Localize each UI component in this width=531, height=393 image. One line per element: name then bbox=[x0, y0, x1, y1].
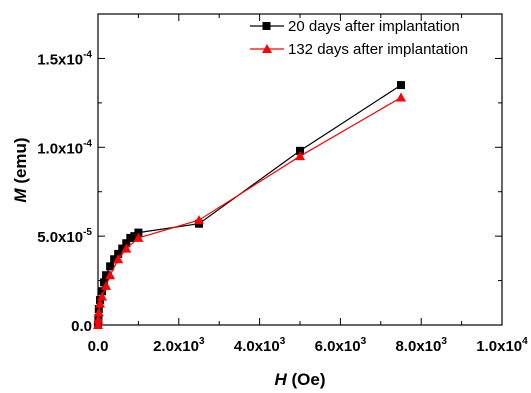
y-tick-label: 0.0 bbox=[71, 318, 92, 335]
data-point-square bbox=[296, 146, 304, 155]
data-point-triangle bbox=[93, 307, 104, 317]
data-point-square bbox=[134, 228, 143, 237]
data-point-triangle bbox=[105, 270, 116, 280]
x-tick-label: 0.0 bbox=[88, 338, 109, 355]
plot-frame bbox=[97, 13, 503, 326]
data-point-triangle bbox=[194, 215, 204, 225]
x-tick-label: 1.0x104 bbox=[476, 336, 528, 355]
legend: 20 days after implantation 132 days afte… bbox=[250, 18, 468, 58]
y-tick-labels: 0.0 5.0x10-5 1.0x10-4 1.5x10-4 bbox=[37, 49, 92, 335]
data-point-square bbox=[102, 271, 111, 280]
series-1 bbox=[94, 81, 405, 329]
data-point-square bbox=[106, 262, 115, 271]
x-tick-label: 2.0x103 bbox=[153, 336, 205, 355]
legend-marker-triangle bbox=[262, 44, 272, 53]
x-tick-labels: 0.0 2.0x103 4.0x103 6.0x103 8.0x103 1.0x104 bbox=[88, 336, 529, 355]
data-point-square bbox=[118, 244, 127, 253]
data-point-square bbox=[122, 239, 131, 248]
series-line bbox=[97, 96, 402, 326]
data-point-square bbox=[100, 278, 109, 287]
data-point-triangle bbox=[121, 243, 132, 253]
x-axis-title: H (Oe) bbox=[274, 370, 325, 389]
data-point-triangle bbox=[97, 291, 108, 301]
axis-ticks bbox=[97, 13, 503, 326]
data-point-square bbox=[98, 287, 107, 296]
data-point-triangle bbox=[396, 92, 406, 102]
x-tick-label: 8.0x103 bbox=[395, 336, 447, 355]
data-point-square bbox=[110, 255, 119, 264]
legend-label-series-1: 20 days after implantation bbox=[288, 18, 460, 35]
y-axis-title: M (emu) bbox=[11, 137, 30, 202]
data-series bbox=[93, 81, 406, 329]
data-point-triangle bbox=[133, 232, 144, 242]
y-tick-label: 1.5x10-4 bbox=[37, 49, 92, 68]
data-point-triangle bbox=[101, 280, 112, 290]
data-point-square bbox=[126, 233, 135, 242]
legend-label-series-2: 132 days after implantation bbox=[288, 41, 468, 58]
data-point-square bbox=[114, 249, 123, 258]
data-point-square bbox=[130, 232, 139, 241]
y-tick-label: 5.0x10-5 bbox=[37, 227, 92, 246]
data-point-triangle bbox=[295, 151, 305, 161]
data-point-triangle bbox=[93, 314, 104, 324]
data-point-triangle bbox=[95, 298, 106, 308]
data-point-triangle bbox=[93, 320, 103, 329]
y-tick-label: 1.0x10-4 bbox=[37, 138, 92, 157]
x-tick-label: 6.0x103 bbox=[315, 336, 367, 355]
data-point-triangle bbox=[113, 254, 124, 264]
series-line bbox=[97, 84, 402, 326]
x-tick-label: 4.0x103 bbox=[234, 336, 286, 355]
legend-marker-square bbox=[262, 22, 271, 30]
data-point-square bbox=[397, 81, 405, 90]
series-2 bbox=[93, 92, 406, 329]
